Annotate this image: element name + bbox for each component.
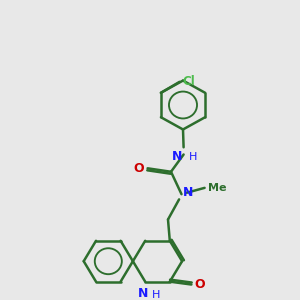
- Text: O: O: [194, 278, 205, 291]
- Text: N: N: [172, 150, 182, 163]
- Text: O: O: [134, 162, 144, 175]
- Text: Me: Me: [208, 183, 226, 193]
- Text: N: N: [183, 186, 193, 199]
- Text: Cl: Cl: [182, 75, 195, 88]
- Text: H: H: [189, 152, 197, 163]
- Text: N: N: [138, 287, 148, 300]
- Text: H: H: [152, 290, 160, 300]
